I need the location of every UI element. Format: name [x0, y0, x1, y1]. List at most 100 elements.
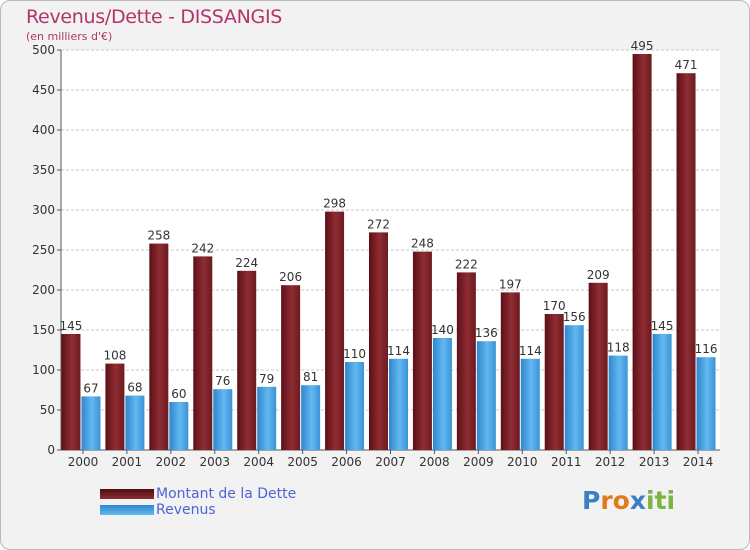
logo-letter: P: [582, 486, 601, 515]
bar-dette: [632, 54, 652, 450]
x-tick-label: 2014: [683, 455, 714, 469]
x-tick-label: 2003: [199, 455, 230, 469]
bar-dette: [61, 334, 81, 450]
bar-dette: [588, 282, 608, 450]
bar-revenus: [652, 334, 672, 450]
data-label-dette: 248: [411, 237, 434, 251]
y-tick-label: 50: [40, 403, 55, 417]
bars: [61, 54, 716, 450]
data-label-revenus: 76: [215, 374, 230, 388]
bar-dette: [105, 363, 125, 450]
data-label-revenus: 136: [475, 326, 498, 340]
data-label-dette: 197: [499, 277, 522, 291]
y-tick-label: 250: [32, 243, 55, 257]
bar-revenus: [476, 341, 496, 450]
legend-label-dette: Montant de la Dette: [156, 486, 297, 502]
data-label-dette: 170: [543, 299, 566, 313]
x-tick-label: 2001: [112, 455, 143, 469]
data-label-dette: 272: [367, 217, 390, 231]
bar-revenus: [389, 358, 408, 450]
x-tick-label: 2008: [419, 455, 450, 469]
x-tick-label: 2000: [68, 455, 99, 469]
data-label-revenus: 156: [563, 310, 586, 324]
logo-letter: o: [612, 486, 630, 515]
y-tick-label: 400: [32, 123, 55, 137]
data-label-revenus: 140: [431, 323, 454, 337]
bar-dette: [456, 272, 476, 450]
logo-letter: r: [600, 486, 613, 515]
bar-dette: [544, 314, 564, 450]
x-tick-label: 2004: [243, 455, 274, 469]
bar-dette: [281, 285, 301, 450]
bar-revenus: [520, 358, 540, 450]
y-tick-label: 200: [32, 283, 55, 297]
bar-revenus: [81, 396, 101, 450]
x-tick-label: 2007: [375, 455, 406, 469]
x-tick-label: 2010: [507, 455, 538, 469]
legend-label-revenus: Revenus: [156, 502, 216, 518]
legend-swatch-dette: [100, 489, 154, 499]
bar-revenus: [345, 362, 365, 450]
x-tick-label: 2005: [287, 455, 318, 469]
data-label-dette: 209: [587, 268, 610, 282]
x-tick-label: 2002: [156, 455, 187, 469]
bar-revenus: [432, 338, 452, 450]
bar-dette: [325, 211, 345, 450]
bar-dette: [193, 256, 213, 450]
data-label-revenus: 116: [695, 342, 718, 356]
bar-dette: [369, 232, 388, 450]
bar-revenus: [169, 402, 189, 450]
x-tick-label: 2012: [595, 455, 626, 469]
data-label-dette: 206: [279, 270, 302, 284]
bar-dette: [500, 292, 520, 450]
data-label-dette: 242: [191, 241, 214, 255]
data-label-revenus: 118: [607, 341, 630, 355]
data-label-revenus: 81: [303, 370, 318, 384]
data-label-revenus: 67: [83, 381, 98, 395]
data-label-revenus: 79: [259, 372, 274, 386]
data-label-revenus: 145: [651, 319, 674, 333]
data-label-revenus: 68: [127, 381, 142, 395]
bar-dette: [676, 73, 696, 450]
bar-revenus: [257, 386, 277, 450]
y-tick-label: 300: [32, 203, 55, 217]
x-tick-label: 2009: [463, 455, 494, 469]
data-label-revenus: 114: [519, 344, 542, 358]
chart-subtitle: (en milliers d'€): [26, 30, 113, 43]
x-tick-label: 2011: [551, 455, 582, 469]
data-label-revenus: 110: [343, 347, 366, 361]
data-label-dette: 495: [631, 39, 654, 53]
bar-revenus: [125, 395, 145, 450]
logo-letter: i: [646, 486, 655, 515]
data-label-dette: 222: [455, 257, 478, 271]
logo-letter: i: [666, 486, 676, 515]
axes: 0 50 100 150 200 250 300 350 400 450 500 2000 2001 20…: [32, 43, 720, 469]
logo-letter: x: [629, 486, 646, 515]
bar-revenus: [564, 325, 584, 450]
bar-revenus: [213, 389, 233, 450]
bar-revenus: [696, 357, 716, 450]
x-tick-label: 2013: [639, 455, 670, 469]
bar-dette: [149, 243, 169, 450]
y-tick-label: 0: [47, 443, 55, 457]
bar-dette: [237, 270, 257, 450]
y-tick-label: 150: [32, 323, 55, 337]
x-tick-label: 2006: [331, 455, 362, 469]
legend-swatch-revenus: [100, 505, 154, 515]
y-tick-label: 500: [32, 43, 55, 57]
data-label-dette: 145: [60, 319, 83, 333]
data-labels: 145 67 108 68 258 60 242 76 224 79 206 81 298 110 272 1…: [60, 39, 718, 401]
chart-title: Revenus/Dette - DISSANGIS: [26, 6, 283, 28]
bar-dette: [412, 251, 432, 450]
data-label-dette: 298: [323, 197, 346, 211]
data-label-dette: 108: [103, 349, 126, 363]
data-label-revenus: 114: [387, 344, 410, 358]
y-tick-label: 350: [32, 163, 55, 177]
data-label-dette: 471: [675, 58, 698, 72]
bar-revenus: [301, 385, 321, 450]
bar-revenus: [608, 355, 628, 450]
data-label-dette: 224: [235, 256, 258, 270]
y-tick-label: 450: [32, 83, 55, 97]
data-label-dette: 258: [147, 229, 170, 243]
